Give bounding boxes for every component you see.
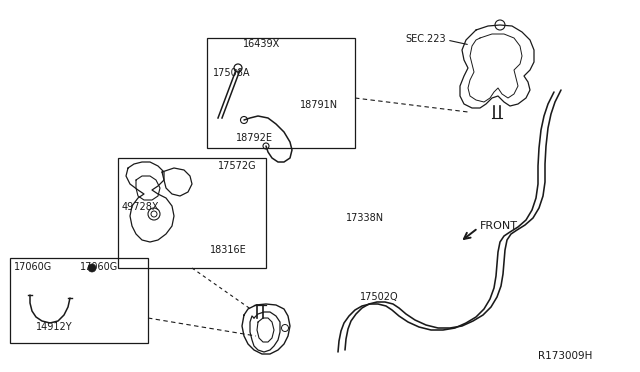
Text: 18316E: 18316E (210, 245, 247, 255)
Text: 14912Y: 14912Y (36, 322, 72, 332)
Text: 49728X: 49728X (122, 202, 159, 212)
Bar (10, 258, 148, 343)
Text: 17572G: 17572G (218, 161, 257, 171)
Bar (207, 38, 355, 148)
Text: 16439X: 16439X (243, 39, 280, 49)
Text: 17060G: 17060G (14, 262, 52, 272)
Text: R173009H: R173009H (538, 351, 592, 361)
Circle shape (88, 264, 96, 272)
Text: FRONT: FRONT (480, 221, 518, 231)
Text: SEC.223: SEC.223 (405, 34, 446, 44)
Text: 17502Q: 17502Q (360, 292, 399, 302)
Bar (118, 158, 266, 268)
Text: 18792E: 18792E (236, 133, 273, 143)
Text: 17060G: 17060G (80, 262, 118, 272)
Text: 17338N: 17338N (346, 213, 384, 223)
Text: 17506A: 17506A (213, 68, 250, 78)
Text: 18791N: 18791N (300, 100, 338, 110)
